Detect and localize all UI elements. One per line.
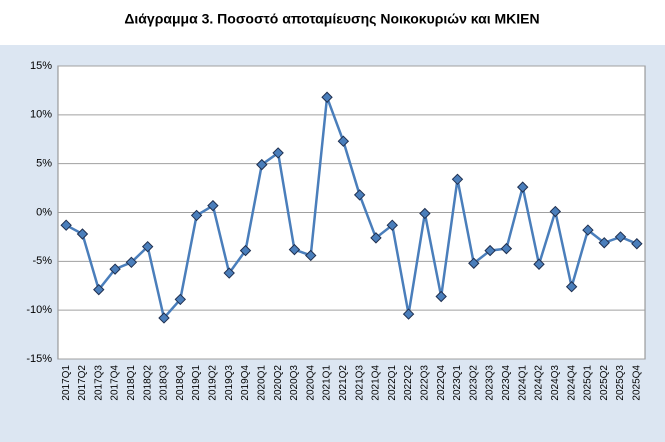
data-point	[288, 243, 301, 256]
x-tick-label: 2018Q1	[126, 365, 137, 401]
x-tick-label: 2017Q2	[77, 365, 88, 401]
data-point	[60, 219, 72, 231]
data-point	[631, 238, 643, 250]
data-point	[207, 199, 219, 212]
y-tick-label: -10%	[26, 304, 52, 316]
data-point	[353, 189, 366, 201]
x-tick-label: 2024Q2	[534, 365, 545, 401]
data-point	[321, 91, 333, 103]
x-tick-label: 2021Q3	[354, 365, 365, 401]
y-tick-label: 0%	[36, 206, 52, 218]
data-point	[517, 181, 529, 193]
x-tick-label: 2020Q1	[256, 365, 267, 401]
x-tick-label: 2020Q3	[289, 365, 300, 401]
y-tick-label: 10%	[30, 109, 52, 121]
y-tick-label: 5%	[36, 158, 52, 170]
y-tick-label: 15%	[30, 60, 52, 72]
x-tick-label: 2025Q3	[615, 365, 626, 401]
x-tick-label: 2017Q3	[93, 365, 104, 401]
data-point	[239, 244, 252, 257]
x-tick-label: 2017Q4	[110, 365, 121, 401]
data-point	[141, 240, 154, 253]
data-point	[565, 281, 578, 293]
x-tick-label: 2024Q3	[550, 365, 561, 401]
data-point	[109, 263, 121, 275]
x-tick-label: 2023Q3	[485, 365, 496, 401]
data-point	[500, 242, 513, 255]
data-point	[158, 312, 170, 324]
data-point	[549, 205, 562, 218]
x-tick-label: 2019Q3	[224, 365, 235, 401]
data-point	[272, 147, 284, 159]
x-tick-label: 2022Q3	[420, 365, 431, 401]
x-tick-label: 2024Q1	[517, 365, 528, 401]
data-point	[305, 249, 317, 262]
x-tick-label: 2023Q2	[468, 365, 479, 401]
x-tick-label: 2019Q4	[240, 365, 251, 401]
x-tick-label: 2018Q3	[159, 365, 170, 401]
x-tick-label: 2024Q4	[566, 365, 577, 401]
x-tick-label: 2020Q4	[305, 365, 316, 401]
x-tick-label: 2017Q1	[61, 365, 72, 401]
data-point	[256, 158, 268, 171]
x-tick-label: 2018Q2	[142, 365, 153, 401]
data-point	[435, 290, 447, 303]
data-point	[337, 135, 350, 147]
y-tick-label: -15%	[26, 353, 52, 365]
x-tick-label: 2025Q1	[583, 365, 594, 401]
x-tick-label: 2019Q2	[208, 365, 219, 401]
y-tick-label: -5%	[32, 255, 52, 267]
x-tick-label: 2025Q2	[599, 365, 610, 401]
x-tick-label: 2021Q1	[322, 365, 333, 401]
data-point	[370, 232, 382, 244]
data-line	[65, 96, 638, 321]
data-point	[533, 258, 545, 270]
data-point	[402, 308, 415, 320]
x-tick-label: 2022Q4	[436, 365, 447, 401]
x-tick-label: 2018Q4	[175, 365, 186, 401]
x-tick-label: 2020Q2	[273, 365, 284, 401]
chart-title: Διάγραμμα 3. Ποσοστό αποταμίευσης Νοικοκ…	[124, 11, 539, 27]
data-point	[190, 209, 203, 222]
x-tick-label: 2022Q1	[387, 365, 398, 401]
data-point	[174, 293, 186, 306]
x-tick-label: 2025Q4	[631, 365, 642, 401]
data-point	[614, 231, 627, 243]
data-point	[76, 228, 89, 240]
x-tick-label: 2021Q4	[371, 365, 382, 401]
x-tick-label: 2022Q2	[403, 365, 414, 401]
data-point	[468, 257, 480, 269]
data-point	[451, 173, 464, 186]
data-point	[484, 244, 496, 257]
data-point	[93, 283, 105, 296]
data-point	[598, 237, 610, 249]
data-point	[125, 256, 138, 269]
x-tick-label: 2023Q1	[452, 365, 463, 401]
data-point	[419, 207, 431, 220]
x-tick-label: 2019Q1	[191, 365, 202, 401]
data-point	[223, 267, 235, 279]
data-point	[582, 224, 594, 236]
x-tick-label: 2021Q2	[338, 365, 349, 401]
x-tick-label: 2023Q4	[501, 365, 512, 401]
data-point	[386, 219, 398, 231]
